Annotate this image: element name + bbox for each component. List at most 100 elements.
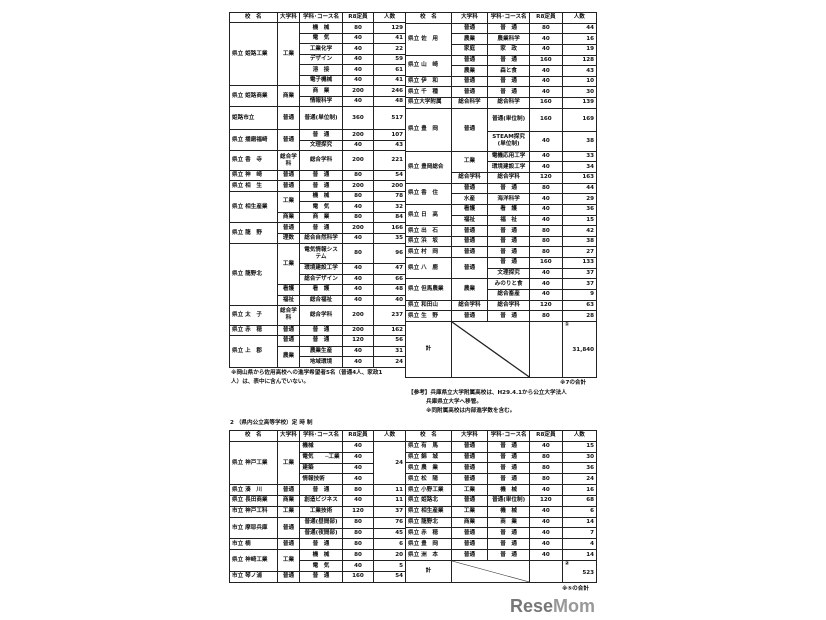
count: 237 bbox=[373, 305, 406, 326]
school-name: 県立 神戸工業 bbox=[229, 440, 278, 486]
dept-name: 普通 bbox=[450, 86, 489, 99]
capacity: 80 bbox=[341, 243, 375, 265]
dept-name: 家庭 bbox=[450, 43, 489, 56]
course-name: 普 通 bbox=[487, 225, 531, 237]
capacity: 40 bbox=[341, 32, 375, 45]
capacity: 80 bbox=[529, 22, 563, 35]
course-name: 機 械 bbox=[487, 484, 531, 496]
table-row: 県立 龍野北 工業 電気情報システム 80 96 bbox=[229, 243, 406, 306]
dept-name: 普通 bbox=[450, 451, 489, 464]
count: 169 bbox=[561, 107, 598, 132]
count: 48 bbox=[373, 95, 406, 108]
header-row: 校 名大学科 学科･コース名 R8定員 人数 bbox=[405, 430, 598, 442]
school-name: 県立 村 岡 bbox=[405, 246, 452, 259]
count: 78 bbox=[373, 190, 406, 203]
course-name-text: 普 通 bbox=[312, 326, 330, 333]
count: 27 bbox=[561, 246, 598, 259]
school-name: 県立 長田商業 bbox=[229, 495, 278, 507]
course-name: 電 気 bbox=[299, 560, 343, 572]
table-row: 市立 神戸工科 工業 工業技術 120 37 bbox=[229, 505, 406, 518]
capacity: 40 bbox=[529, 130, 563, 152]
note-total-2: ※⑤の合計 bbox=[562, 586, 589, 592]
course-name: 総合学科 bbox=[299, 150, 343, 171]
course-name-text: 機 械 bbox=[500, 486, 518, 493]
count: 42 bbox=[561, 225, 598, 237]
course-name: 家 政 bbox=[487, 43, 531, 56]
diagonal-line bbox=[451, 322, 530, 377]
capacity: 80 bbox=[341, 484, 375, 497]
capacity: 40 bbox=[341, 440, 375, 453]
school-name: 県立 龍 野 bbox=[229, 222, 278, 245]
school-name: 県立 豊 岡 bbox=[405, 107, 452, 152]
dept-name: 工業 bbox=[450, 505, 489, 518]
dept-name: 普通 bbox=[276, 129, 301, 152]
total-row: 計 ① 31,840 bbox=[405, 321, 598, 378]
course-group-label: ─工業 bbox=[325, 454, 340, 461]
table-row: 文理探究 40 43 bbox=[230, 139, 406, 152]
dept-name: 普通 bbox=[276, 335, 301, 347]
capacity: 120 bbox=[529, 299, 563, 312]
table-row: 県立 千 種普通 普 通 40 30 bbox=[405, 86, 598, 99]
capacity-header: R8定員 bbox=[341, 11, 375, 24]
course-name: 普 通 bbox=[487, 549, 531, 561]
course-name-text: 電 気 bbox=[312, 203, 330, 210]
part-time-title: 2 （県内公立高等学校）定 時 制 bbox=[230, 420, 313, 426]
capacity: 40 bbox=[341, 560, 375, 572]
course-name-text: 商 業 bbox=[312, 87, 330, 94]
dept-name: 普通 bbox=[450, 473, 489, 486]
capacity: 200 bbox=[341, 85, 375, 97]
dept-name: 工業 bbox=[276, 243, 301, 286]
header-row: 校 名大学科 学科･コース名 R8定員 人数 bbox=[229, 430, 406, 442]
table-row: 県立 香 住普通 普 通 80 44 bbox=[405, 182, 598, 205]
table-row: 地域環境 40 24 bbox=[230, 356, 406, 368]
school-name-header: 校 名 bbox=[405, 12, 452, 24]
total-count: ① 31,840 bbox=[561, 321, 598, 378]
total-mark: ② bbox=[564, 561, 570, 567]
course-name-text: 総合福祉 bbox=[309, 296, 333, 303]
course-name: 機 械 bbox=[487, 505, 531, 518]
course-name-text: 環境建設工学 bbox=[491, 163, 526, 170]
table-row: 県立 佐 用普通 普 通 80 44 bbox=[405, 22, 598, 56]
course-name-text: STEAM探究(単位制) bbox=[492, 134, 525, 148]
course-name: 看 護 bbox=[299, 284, 343, 296]
course-name: 普 通 bbox=[487, 440, 531, 453]
total-value: 523 bbox=[582, 570, 594, 576]
school-name: 県立 佐 用 bbox=[405, 22, 452, 56]
course-name-text: 情報科学 bbox=[309, 98, 333, 105]
count: 24 bbox=[373, 440, 406, 486]
course-name-text: 普通(夜間部) bbox=[304, 530, 338, 537]
course-name: 電気情報システム bbox=[299, 243, 343, 265]
school-name: 県立 小野工業 bbox=[405, 484, 452, 496]
course-name-text: 普通(単位制) bbox=[492, 497, 526, 504]
dept-name: 商業 bbox=[276, 211, 301, 224]
count: 22 bbox=[373, 43, 406, 55]
course-name: 環境建設工学 bbox=[299, 263, 343, 275]
count: 517 bbox=[373, 106, 406, 131]
table-row: 県立 錦 城普通 普 通 80 30 bbox=[405, 451, 598, 464]
dept-name: 普通 bbox=[450, 22, 489, 35]
count-header: 人数 bbox=[373, 430, 406, 442]
count: 133 bbox=[561, 257, 598, 269]
total-diagonal-cell bbox=[450, 560, 531, 583]
capacity-header: R8定員 bbox=[529, 12, 563, 24]
table-row: 県立 山 崎普通 普 通 160 128 bbox=[405, 54, 598, 77]
course-name-text: 建築 bbox=[302, 464, 314, 471]
course-name: 機 械 bbox=[299, 190, 343, 203]
count: 16 bbox=[561, 33, 598, 45]
school-name: 県立大学附属 bbox=[405, 97, 452, 109]
total-row: 計 ② 523 bbox=[405, 560, 598, 583]
course-name-text: 普 通 bbox=[312, 172, 330, 179]
capacity: 40 bbox=[529, 527, 563, 540]
dept-name: 商業 bbox=[450, 516, 489, 529]
course-name-text: 普 通 bbox=[500, 529, 518, 536]
course-name-text: 看 護 bbox=[312, 286, 330, 293]
course-name-text: 総合科学 bbox=[497, 99, 520, 106]
capacity: 40 bbox=[529, 505, 563, 518]
table-row: 県立 伊 和普通 普 通 40 10 bbox=[405, 75, 598, 88]
table-row: 県立 龍野北 商業 商 業 40 14 bbox=[405, 516, 598, 529]
note-line: 【参考】兵庫県立大学附属高校は、H29.4.1から公立大学法人 bbox=[408, 390, 567, 396]
course-name-text: 普 通 bbox=[500, 78, 518, 85]
table-row: 福祉 総合福祉 40 40 bbox=[230, 294, 406, 307]
count: 63 bbox=[561, 299, 598, 312]
course-name-text: 普 通 bbox=[500, 443, 518, 450]
